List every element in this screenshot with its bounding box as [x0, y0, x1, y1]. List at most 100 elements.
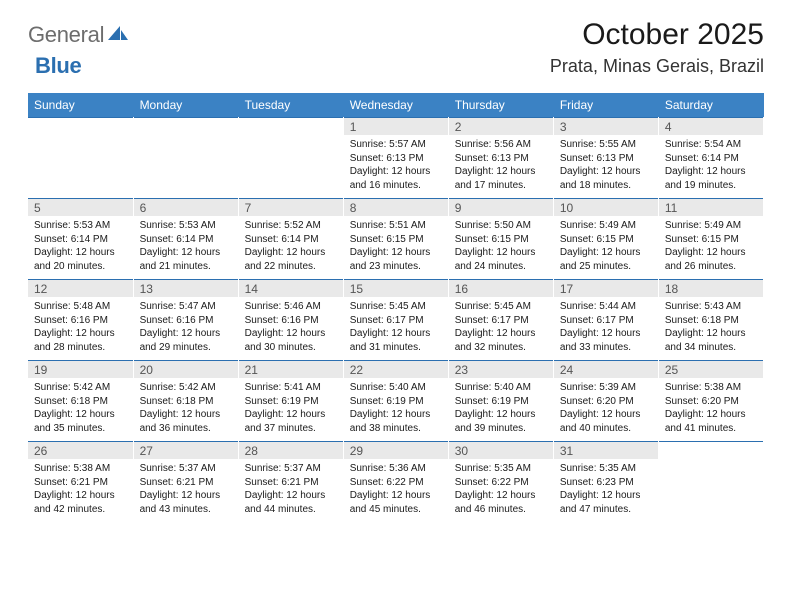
- calendar-day-cell: 24Sunrise: 5:39 AMSunset: 6:20 PMDayligh…: [553, 360, 658, 441]
- sunrise-text: Sunrise: 5:55 AM: [560, 138, 652, 152]
- weekday-heading: Sunday: [28, 93, 133, 117]
- day-number: 6: [134, 198, 238, 216]
- sunset-text: Sunset: 6:21 PM: [140, 476, 232, 490]
- sunrise-text: Sunrise: 5:45 AM: [455, 300, 547, 314]
- sunrise-text: Sunrise: 5:51 AM: [350, 219, 442, 233]
- day-detail: Sunrise: 5:35 AMSunset: 6:23 PMDaylight:…: [554, 459, 658, 522]
- sunset-text: Sunset: 6:13 PM: [455, 152, 547, 166]
- sunrise-text: Sunrise: 5:42 AM: [140, 381, 232, 395]
- calendar-day-cell: 8Sunrise: 5:51 AMSunset: 6:15 PMDaylight…: [343, 198, 448, 279]
- daylight-text: Daylight: 12 hours and 28 minutes.: [34, 327, 127, 354]
- day-number: 24: [554, 360, 658, 378]
- calendar-week-row: 5Sunrise: 5:53 AMSunset: 6:14 PMDaylight…: [28, 198, 764, 279]
- sunrise-text: Sunrise: 5:56 AM: [455, 138, 547, 152]
- day-detail: Sunrise: 5:45 AMSunset: 6:17 PMDaylight:…: [449, 297, 553, 360]
- day-detail: Sunrise: 5:42 AMSunset: 6:18 PMDaylight:…: [28, 378, 133, 441]
- sunset-text: Sunset: 6:14 PM: [140, 233, 232, 247]
- calendar-day-cell: 12Sunrise: 5:48 AMSunset: 6:16 PMDayligh…: [28, 279, 133, 360]
- sunrise-text: Sunrise: 5:42 AM: [34, 381, 127, 395]
- sunrise-text: Sunrise: 5:49 AM: [665, 219, 757, 233]
- daylight-text: Daylight: 12 hours and 31 minutes.: [350, 327, 442, 354]
- sunrise-text: Sunrise: 5:47 AM: [140, 300, 232, 314]
- sunset-text: Sunset: 6:23 PM: [560, 476, 652, 490]
- daylight-text: Daylight: 12 hours and 43 minutes.: [140, 489, 232, 516]
- daylight-text: Daylight: 12 hours and 21 minutes.: [140, 246, 232, 273]
- weekday-heading: Thursday: [448, 93, 553, 117]
- day-detail: Sunrise: 5:40 AMSunset: 6:19 PMDaylight:…: [344, 378, 448, 441]
- day-detail: Sunrise: 5:50 AMSunset: 6:15 PMDaylight:…: [449, 216, 553, 279]
- day-number: 15: [344, 279, 448, 297]
- day-number: 4: [659, 117, 763, 135]
- day-detail: Sunrise: 5:48 AMSunset: 6:16 PMDaylight:…: [28, 297, 133, 360]
- sunset-text: Sunset: 6:21 PM: [245, 476, 337, 490]
- daylight-text: Daylight: 12 hours and 46 minutes.: [455, 489, 547, 516]
- calendar-body: 1Sunrise: 5:57 AMSunset: 6:13 PMDaylight…: [28, 117, 764, 522]
- sunrise-text: Sunrise: 5:54 AM: [665, 138, 757, 152]
- day-number: 26: [28, 441, 133, 459]
- day-number: [134, 117, 238, 135]
- sunset-text: Sunset: 6:20 PM: [665, 395, 757, 409]
- sunrise-text: Sunrise: 5:46 AM: [245, 300, 337, 314]
- calendar-day-cell: 27Sunrise: 5:37 AMSunset: 6:21 PMDayligh…: [133, 441, 238, 522]
- sunset-text: Sunset: 6:16 PM: [140, 314, 232, 328]
- sunset-text: Sunset: 6:22 PM: [350, 476, 442, 490]
- day-detail: Sunrise: 5:49 AMSunset: 6:15 PMDaylight:…: [659, 216, 763, 279]
- sunset-text: Sunset: 6:14 PM: [245, 233, 337, 247]
- sunrise-text: Sunrise: 5:53 AM: [140, 219, 232, 233]
- day-number: 1: [344, 117, 448, 135]
- day-number: 21: [239, 360, 343, 378]
- daylight-text: Daylight: 12 hours and 30 minutes.: [245, 327, 337, 354]
- sunset-text: Sunset: 6:13 PM: [350, 152, 442, 166]
- day-detail: Sunrise: 5:54 AMSunset: 6:14 PMDaylight:…: [659, 135, 763, 198]
- calendar-day-cell: 16Sunrise: 5:45 AMSunset: 6:17 PMDayligh…: [448, 279, 553, 360]
- calendar-day-cell: 5Sunrise: 5:53 AMSunset: 6:14 PMDaylight…: [28, 198, 133, 279]
- weekday-heading: Tuesday: [238, 93, 343, 117]
- sunset-text: Sunset: 6:14 PM: [34, 233, 127, 247]
- calendar-day-cell: 28Sunrise: 5:37 AMSunset: 6:21 PMDayligh…: [238, 441, 343, 522]
- day-detail: Sunrise: 5:47 AMSunset: 6:16 PMDaylight:…: [134, 297, 238, 360]
- weekday-heading: Wednesday: [343, 93, 448, 117]
- day-number: 17: [554, 279, 658, 297]
- sunset-text: Sunset: 6:21 PM: [34, 476, 127, 490]
- day-number: 13: [134, 279, 238, 297]
- daylight-text: Daylight: 12 hours and 38 minutes.: [350, 408, 442, 435]
- daylight-text: Daylight: 12 hours and 22 minutes.: [245, 246, 337, 273]
- day-detail: Sunrise: 5:37 AMSunset: 6:21 PMDaylight:…: [134, 459, 238, 522]
- day-detail: Sunrise: 5:56 AMSunset: 6:13 PMDaylight:…: [449, 135, 553, 198]
- sunrise-text: Sunrise: 5:41 AM: [245, 381, 337, 395]
- sunrise-text: Sunrise: 5:35 AM: [560, 462, 652, 476]
- sunset-text: Sunset: 6:13 PM: [560, 152, 652, 166]
- day-detail: Sunrise: 5:57 AMSunset: 6:13 PMDaylight:…: [344, 135, 448, 198]
- sunset-text: Sunset: 6:16 PM: [245, 314, 337, 328]
- daylight-text: Daylight: 12 hours and 32 minutes.: [455, 327, 547, 354]
- day-detail: [659, 459, 763, 521]
- weekday-heading: Friday: [553, 93, 658, 117]
- daylight-text: Daylight: 12 hours and 40 minutes.: [560, 408, 652, 435]
- sunrise-text: Sunrise: 5:36 AM: [350, 462, 442, 476]
- day-number: [659, 441, 763, 459]
- sunset-text: Sunset: 6:18 PM: [140, 395, 232, 409]
- calendar-day-cell: [658, 441, 763, 522]
- day-detail: Sunrise: 5:42 AMSunset: 6:18 PMDaylight:…: [134, 378, 238, 441]
- day-number: 9: [449, 198, 553, 216]
- day-number: 30: [449, 441, 553, 459]
- daylight-text: Daylight: 12 hours and 25 minutes.: [560, 246, 652, 273]
- calendar-day-cell: 6 Sunrise: 5:53 AMSunset: 6:14 PMDaylight…: [133, 198, 238, 279]
- sunrise-text: Sunrise: 5:38 AM: [34, 462, 127, 476]
- calendar-day-cell: 22Sunrise: 5:40 AMSunset: 6:19 PMDayligh…: [343, 360, 448, 441]
- sunset-text: Sunset: 6:19 PM: [245, 395, 337, 409]
- day-number: 16: [449, 279, 553, 297]
- sunrise-text: Sunrise: 5:49 AM: [560, 219, 652, 233]
- daylight-text: Daylight: 12 hours and 33 minutes.: [560, 327, 652, 354]
- sunset-text: Sunset: 6:14 PM: [665, 152, 757, 166]
- sunset-text: Sunset: 6:15 PM: [455, 233, 547, 247]
- sunrise-text: Sunrise: 5:45 AM: [350, 300, 442, 314]
- day-detail: Sunrise: 5:36 AMSunset: 6:22 PMDaylight:…: [344, 459, 448, 522]
- calendar-day-cell: 21Sunrise: 5:41 AMSunset: 6:19 PMDayligh…: [238, 360, 343, 441]
- calendar-day-cell: 10Sunrise: 5:49 AMSunset: 6:15 PMDayligh…: [553, 198, 658, 279]
- daylight-text: Daylight: 12 hours and 24 minutes.: [455, 246, 547, 273]
- calendar-day-cell: 1Sunrise: 5:57 AMSunset: 6:13 PMDaylight…: [343, 117, 448, 198]
- calendar-week-row: 1Sunrise: 5:57 AMSunset: 6:13 PMDaylight…: [28, 117, 764, 198]
- day-detail: [28, 135, 133, 197]
- sunset-text: Sunset: 6:22 PM: [455, 476, 547, 490]
